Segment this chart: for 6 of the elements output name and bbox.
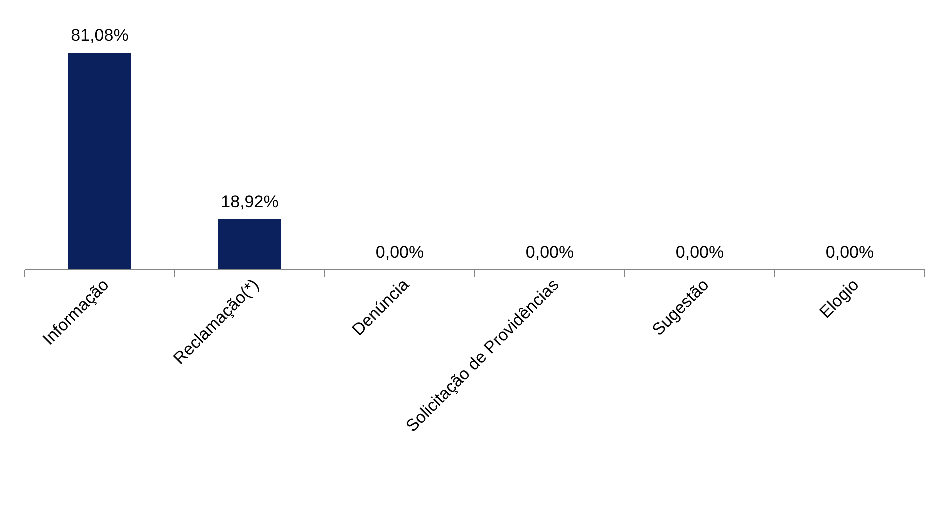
data-label: 0,00% xyxy=(376,243,424,262)
data-label: 81,08% xyxy=(71,26,129,45)
data-label: 0,00% xyxy=(676,243,724,262)
data-label: 0,00% xyxy=(526,243,574,262)
data-label: 0,00% xyxy=(826,243,874,262)
data-label: 18,92% xyxy=(221,192,279,212)
